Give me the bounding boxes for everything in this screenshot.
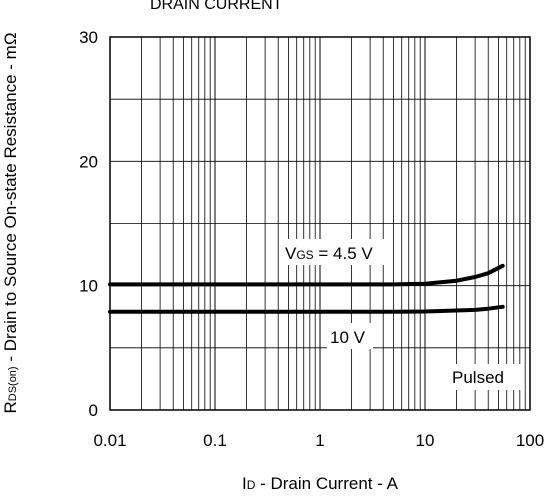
- series-label-10v: 10 V: [330, 328, 366, 347]
- y-tick-label: 20: [79, 152, 98, 171]
- series-label-background-vgs45: [282, 239, 392, 265]
- y-tick-label: 30: [79, 28, 98, 47]
- pulsed-label-background: [445, 364, 522, 390]
- series-labels: VGS = 4.5 V 10 V: [282, 239, 392, 349]
- series-line-0: [108, 263, 505, 287]
- x-axis-label: ID - Drain Current - A: [242, 474, 399, 493]
- series-label-background-10v: [327, 323, 373, 349]
- pulsed-annotation: Pulsed: [452, 368, 504, 387]
- x-tick-label: 0.01: [93, 431, 126, 450]
- series-line-1: [108, 304, 505, 314]
- series-lines: [108, 263, 505, 314]
- chart-title: DRAIN CURRENT: [150, 0, 283, 13]
- x-tick-label: 0.1: [203, 431, 227, 450]
- x-tick-label: 1: [315, 431, 324, 450]
- series-label-vgs45: VGS = 4.5 V: [285, 244, 373, 263]
- x-tick-label: 10: [416, 431, 435, 450]
- x-tick-label: 100: [516, 431, 544, 450]
- grid-lines: [110, 37, 530, 410]
- y-tick-label: 10: [79, 277, 98, 296]
- plot-frame: [109, 36, 531, 411]
- y-tick-label: 0: [89, 401, 98, 420]
- y-axis-label: RDS(on) - Drain to Source On-state Resis…: [1, 32, 20, 413]
- tick-labels: 0.01 0.1 1 10 100 0 10 20 30: [79, 28, 544, 450]
